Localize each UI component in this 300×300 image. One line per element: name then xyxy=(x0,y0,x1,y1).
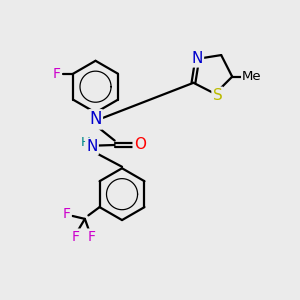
Text: N: N xyxy=(86,139,98,154)
Text: F: F xyxy=(63,208,70,221)
Text: N: N xyxy=(192,51,203,66)
Text: F: F xyxy=(87,230,95,244)
Text: N: N xyxy=(89,110,102,128)
Text: Me: Me xyxy=(242,70,262,83)
Text: F: F xyxy=(72,230,80,244)
Text: O: O xyxy=(134,137,146,152)
Text: F: F xyxy=(53,67,61,81)
Text: S: S xyxy=(212,88,222,103)
Text: H: H xyxy=(81,136,91,149)
